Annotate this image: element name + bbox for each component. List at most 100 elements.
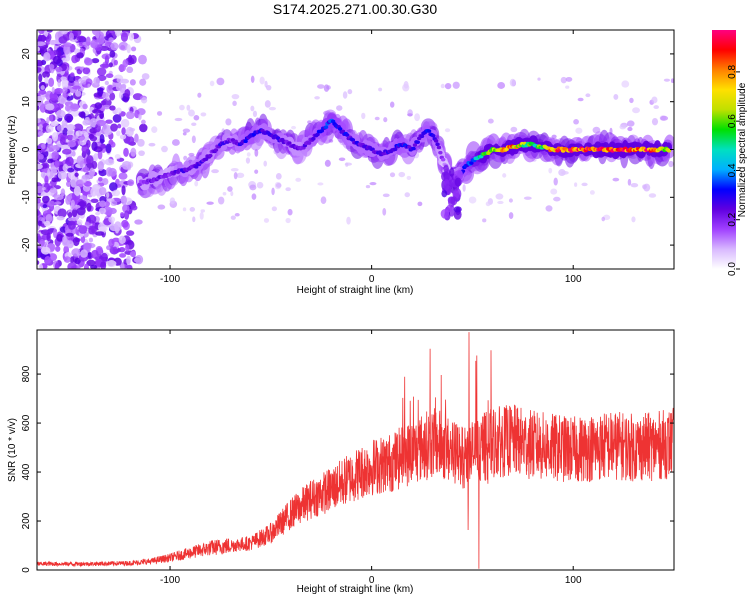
noise-blob	[96, 67, 107, 76]
noise-blob	[90, 39, 98, 49]
noise-blob	[65, 195, 71, 205]
noise-blob	[130, 147, 137, 157]
noise-blob	[131, 46, 137, 52]
noise-blob	[110, 42, 119, 51]
x-tick-label: 100	[565, 274, 582, 285]
noise-blob	[93, 77, 100, 86]
noise-blob	[52, 228, 58, 239]
noise-blob	[105, 143, 112, 154]
noise-blob	[120, 118, 130, 128]
noise-blob	[497, 82, 506, 89]
noise-blob	[119, 134, 127, 140]
noise-blob	[76, 219, 83, 226]
noise-blob	[48, 77, 55, 88]
noise-blob	[98, 186, 107, 196]
noise-blob	[98, 226, 108, 232]
ridge-core	[436, 145, 442, 150]
noise-blob	[232, 100, 237, 106]
noise-blob	[129, 250, 136, 258]
noise-blob	[508, 212, 514, 220]
noise-blob	[324, 159, 331, 167]
noise-blob	[37, 209, 40, 216]
noise-blob	[45, 124, 54, 133]
noise-blob	[444, 128, 451, 133]
dip-blob	[440, 209, 450, 219]
noise-blob	[91, 160, 98, 170]
noise-blob	[76, 35, 86, 42]
noise-blob	[59, 136, 66, 145]
noise-blob	[502, 173, 507, 178]
noise-blob	[92, 108, 102, 114]
noise-blob	[37, 59, 44, 67]
noise-blob	[39, 103, 47, 113]
noise-blob	[98, 207, 107, 215]
noise-blob	[37, 41, 46, 47]
noise-blob	[61, 120, 68, 127]
noise-blob	[113, 221, 122, 232]
noise-blob	[182, 132, 187, 136]
noise-blob	[37, 118, 41, 124]
noise-blob	[369, 181, 377, 186]
noise-blob	[575, 127, 583, 134]
noise-blob	[651, 117, 659, 126]
noise-blob	[44, 175, 49, 185]
noise-blob	[47, 109, 54, 115]
noise-blob	[629, 97, 634, 104]
noise-blob	[38, 153, 44, 160]
y-tick-label: -20	[21, 237, 32, 252]
noise-blob	[43, 30, 49, 38]
noise-blob	[38, 216, 45, 222]
noise-blob	[382, 193, 390, 198]
noise-blob	[42, 187, 46, 191]
noise-blob	[53, 194, 64, 201]
noise-blob	[123, 147, 129, 157]
noise-blob	[138, 113, 142, 120]
noise-blob	[64, 104, 71, 112]
dip-blob	[443, 179, 450, 191]
noise-blob	[99, 63, 110, 68]
noise-blob	[56, 215, 65, 221]
noise-blob	[57, 208, 67, 218]
noise-blob	[55, 66, 63, 73]
y-tick-label: 20	[21, 48, 32, 60]
noise-blob	[82, 103, 88, 110]
colorbar-gradient	[712, 30, 736, 269]
noise-blob	[263, 218, 270, 223]
noise-blob	[74, 172, 79, 177]
noise-blob	[78, 111, 86, 118]
noise-blob	[225, 118, 232, 126]
noise-blob	[263, 160, 268, 167]
noise-blob	[444, 82, 452, 90]
noise-blob	[100, 143, 107, 149]
noise-blob	[197, 92, 202, 98]
noise-blob	[51, 131, 59, 142]
noise-blob	[404, 192, 411, 198]
noise-blob	[88, 237, 94, 243]
ridge-core	[433, 139, 439, 143]
noise-blob	[206, 201, 214, 205]
noise-blob	[134, 254, 144, 265]
x-tick-label: -100	[160, 575, 180, 586]
noise-blob	[47, 158, 54, 164]
noise-blob	[66, 129, 75, 136]
ridge-core	[415, 140, 420, 144]
noise-blob	[86, 155, 94, 165]
noise-blob	[347, 89, 353, 95]
ridge-core	[208, 153, 213, 158]
colorbar-tick-label: 0.2	[727, 212, 738, 226]
ridge-core	[393, 147, 398, 152]
noise-blob	[89, 135, 98, 142]
noise-blob	[553, 177, 558, 186]
noise-blob	[259, 76, 265, 85]
noise-blob	[193, 115, 200, 121]
x-tick-label: 0	[369, 575, 375, 586]
noise-blob	[37, 131, 44, 137]
noise-blob	[234, 212, 240, 217]
noise-blob	[65, 156, 74, 167]
noise-blob	[112, 114, 122, 123]
noise-blob	[71, 248, 81, 257]
noise-blob	[116, 77, 123, 83]
noise-blob	[38, 30, 45, 35]
noise-blob	[75, 238, 81, 243]
